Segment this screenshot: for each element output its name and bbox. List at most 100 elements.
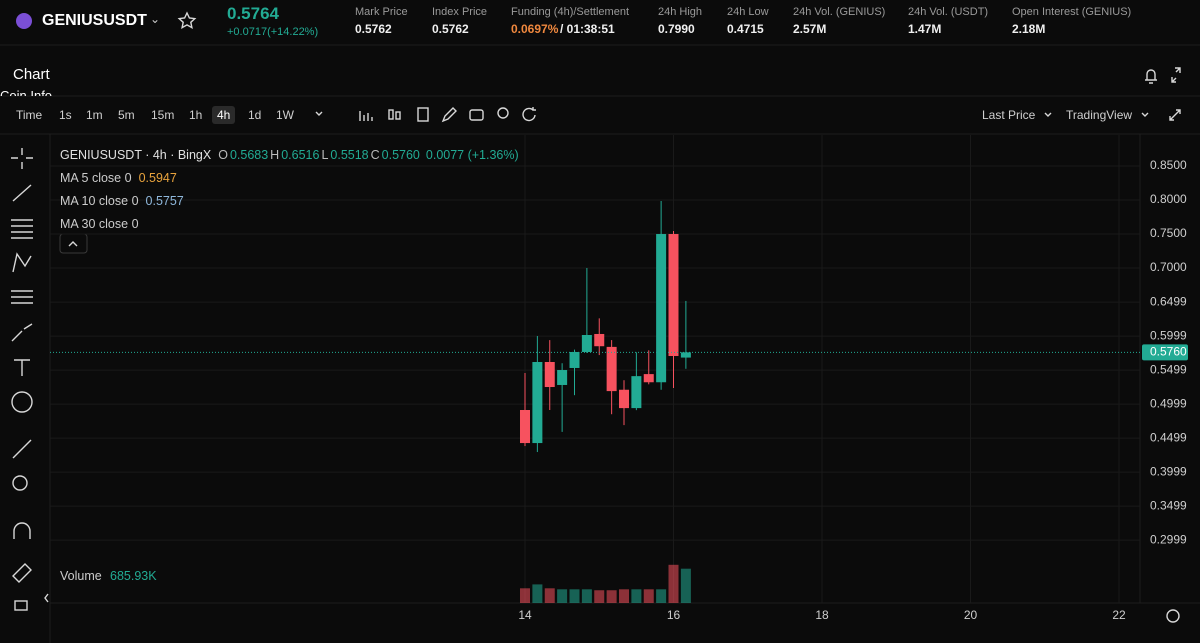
last-price: 0.5764 [227,4,279,23]
legend-toggle[interactable] [59,233,88,254]
settings-icon[interactable] [497,107,509,119]
text-tool[interactable] [14,359,30,376]
volume-bar [656,589,667,603]
bell-icon[interactable] [1145,69,1157,84]
price-type[interactable]: Last Price [982,108,1036,122]
projection-tool[interactable] [11,290,33,304]
ohlc-label: L [321,148,329,162]
last-price-box [1142,344,1188,361]
expand-icon[interactable] [1171,67,1181,83]
ohlc-value: 0.5518 [330,148,369,162]
y-tick-label: 0.2999 [1150,532,1187,546]
stat-label: 24h Vol. (GENIUS) [793,6,886,18]
reset-icon[interactable] [522,107,536,122]
y-tick-label: 0.3999 [1150,464,1187,478]
y-tick-label: 0.8000 [1150,192,1187,206]
chart-mode[interactable]: TradingView [1066,108,1133,122]
volume-label: Volume [60,569,102,583]
stat-value: 0.0697% [511,22,559,36]
interval-button[interactable]: 1d [248,108,262,122]
symbol[interactable]: GENIUSUSDT [42,12,147,29]
candle-body [680,352,691,358]
zoom-tool[interactable] [12,475,28,491]
draw-icon[interactable] [441,107,457,123]
snapshot-icon[interactable] [469,109,484,121]
toolbar-icons [315,107,1181,123]
y-tick-label: 0.4499 [1150,430,1187,444]
interval-button[interactable]: 1W [276,108,294,122]
fib-tool[interactable] [11,219,33,239]
indicator-row: MA 10 close 0 0.5757 [60,190,519,213]
candle-body [656,234,667,383]
emoji-tool[interactable] [11,391,33,413]
candle-type-icon[interactable] [388,109,394,120]
legend-toggle-icon[interactable] [68,241,78,247]
pattern-tool[interactable] [12,252,32,273]
panel-title[interactable]: Chart [13,66,50,83]
interval-button[interactable]: 1s [59,108,72,122]
fullscreen-icon[interactable] [1169,109,1181,121]
ohlc-value: 0.6516 [281,148,320,162]
lock-drawing-tool[interactable] [12,563,32,583]
mode-dropdown[interactable] [1141,112,1149,117]
volume-bar [520,588,531,603]
magnet-tool[interactable] [13,522,31,539]
legend-change: 0.0077 (+1.36%) [425,148,519,162]
ohlc-label: O [218,148,228,162]
legend-symbol: GENIUSUSDT · 4h · BingX [60,148,212,162]
sub-tab[interactable]: Coin Info [0,88,53,96]
volume-bar [569,589,580,603]
indicator-row: MA 5 close 0 0.5947 [60,167,519,190]
candle-body [594,333,605,347]
stat-extra: / 01:38:51 [560,22,615,36]
ohlc-value: 0.5760 [381,148,420,162]
stat-label: Open Interest (GENIUS) [1012,6,1132,18]
y-tick-label: 0.3499 [1150,498,1187,512]
x-tick-label: 20 [964,608,978,622]
last-price-label: 0.5760 [1150,345,1187,359]
template-icon[interactable] [417,107,429,122]
stat-value: 0.5762 [432,22,469,36]
lock-tool[interactable] [14,600,28,611]
brush-tool[interactable] [11,323,33,342]
stat-label: 24h Vol. (USDT) [908,6,989,18]
volume-bar [557,589,568,603]
indicator-icon[interactable] [359,111,373,121]
stat-label: Funding (4h)/Settlement [511,6,630,18]
interval-button[interactable]: 5m [118,108,135,122]
volume-value: 685.93K [110,569,157,583]
volume-bar [680,568,691,603]
interval-button[interactable]: 4h [212,106,236,124]
axis-settings[interactable] [1166,609,1180,623]
stat-value: 0.5762 [355,22,392,36]
stat-value: 0.7990 [658,22,695,36]
symbol-dropdown[interactable]: ⌄ [150,12,161,26]
interval-button[interactable]: 15m [151,108,175,122]
indicator-name: MA 5 close 0 [60,171,132,185]
candle-type-icon[interactable] [395,111,401,120]
candle-body [520,410,531,444]
stat-value: 0.4715 [727,22,764,36]
x-tick-label: 18 [815,608,829,622]
candle-body [643,374,654,383]
price-change: +0.0717(+14.22%) [227,26,319,38]
ohlc-label: C [370,148,380,162]
indicator-name: MA 10 close 0 [60,194,139,208]
interval-dropdown[interactable] [315,111,323,116]
ruler-tool[interactable] [12,439,32,459]
legend-row: GENIUSUSDT · 4h · BingX O 0.5683 H 0.6516 L 0… [60,144,519,167]
crosshair-tool[interactable] [11,148,33,169]
volume-bar [532,584,543,603]
interval-button[interactable]: Time [16,108,43,122]
indicators: MA 5 close 0 0.5947 MA 10 close 0 0.5757 MA … [60,167,519,236]
collapse-toolbar[interactable] [44,593,49,603]
trendline-tool[interactable] [12,184,32,202]
y-tick-label: 0.7500 [1150,226,1187,240]
indicator-name: MA 30 close 0 [60,217,139,231]
price-type-dropdown[interactable] [1044,112,1052,117]
favorite-icon[interactable] [177,11,197,29]
stat-value: 2.57M [793,22,827,36]
interval-button[interactable]: 1h [189,108,203,122]
interval-button[interactable]: 1m [86,108,103,122]
